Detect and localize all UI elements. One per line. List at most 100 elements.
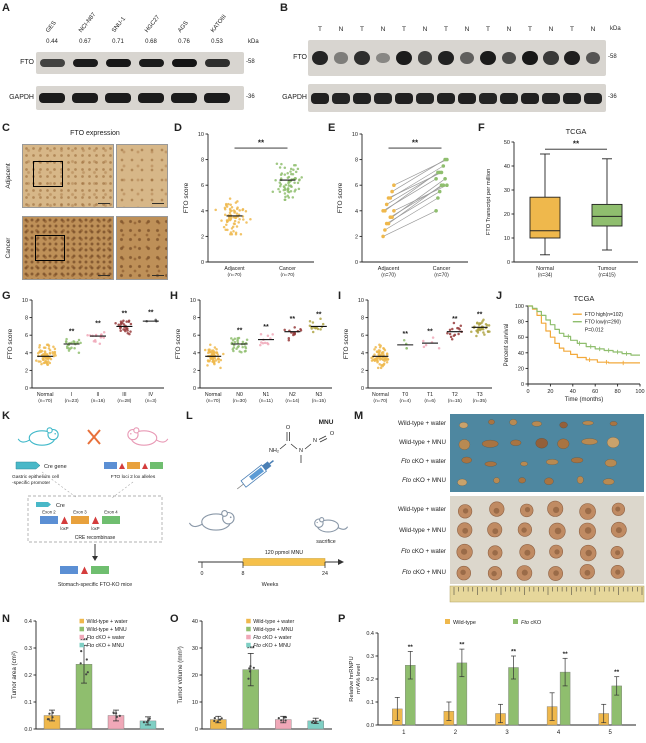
svg-text:NH₂: NH₂ [269, 448, 279, 454]
svg-text:m⁶A% level: m⁶A% level [355, 664, 362, 694]
protein-band [395, 92, 413, 104]
svg-text:Stomach-specific FTO-KO mice: Stomach-specific FTO-KO mice [58, 582, 132, 588]
protein-band [396, 50, 412, 66]
svg-text:Normal: Normal [37, 392, 54, 398]
lane-label: HGC27 [144, 14, 162, 34]
svg-text:FTO low(n=290): FTO low(n=290) [585, 320, 622, 326]
svg-text:IV: IV [148, 392, 153, 398]
band-ratio-value: 0.71 [112, 39, 124, 45]
svg-text:Cre gene: Cre gene [44, 464, 67, 470]
scale-bar [98, 274, 110, 276]
panel-h: H 0 2 4 6 8 10 FTO score Normal (n=70) ** N0 (n=30)… [170, 290, 336, 410]
svg-text:Normal: Normal [372, 392, 389, 398]
svg-text:4: 4 [193, 351, 196, 357]
svg-text:(n=70): (n=70) [281, 272, 295, 278]
panel-o: O 0 10 20 30 40 Tumor volume (mm³) *** Wild-typ… [170, 613, 336, 741]
panel-d: D 0 2 4 6 8 10 FTO score Adjacent (n=70) Cancer (n… [174, 122, 324, 288]
protein-band [312, 50, 328, 66]
svg-text:Tumor volume (mm³): Tumor volume (mm³) [177, 646, 184, 704]
svg-text:4: 4 [25, 351, 28, 357]
panel-m: M Wild-type + water Wild-type + MNU Fto cK… [354, 410, 646, 613]
svg-text:N: N [299, 448, 303, 454]
svg-text:Fto cKO + MNU: Fto cKO + MNU [253, 643, 291, 649]
lane-label: N [422, 26, 428, 33]
dot-group [308, 317, 325, 334]
chart-m6a-level: 0.0 0.1 0.2 0.3 0.4 Relative hnRNPU m⁶A% level… [349, 619, 636, 736]
panel-d-label: D [174, 122, 182, 134]
svg-text:loxP: loxP [91, 526, 99, 531]
panel-e-label: E [328, 122, 336, 134]
svg-text:20: 20 [192, 673, 198, 679]
svg-text:***: *** [80, 637, 88, 644]
treatment-group-label: Fto cKO + MNU [402, 477, 446, 484]
svg-text:**: ** [95, 320, 101, 327]
syringe-icon [236, 460, 274, 490]
svg-text:T0: T0 [402, 392, 408, 398]
treatment-group-label: Fto cKO + MNU [402, 569, 446, 576]
svg-text:sacrifice: sacrifice [316, 539, 335, 545]
svg-text:40: 40 [518, 351, 524, 357]
protein-band [416, 92, 434, 104]
protein-band [171, 93, 197, 103]
treatment-group-label: Wild-type + water [398, 420, 446, 427]
dot-group [271, 162, 303, 202]
lane-label: N [548, 26, 554, 33]
svg-text:8: 8 [201, 158, 204, 164]
protein-band [458, 92, 476, 104]
svg-text:(n=415): (n=415) [598, 273, 616, 279]
svg-text:0: 0 [507, 260, 510, 266]
molecular-weight-marker: -36 [608, 94, 617, 100]
lane-label: T [528, 26, 532, 33]
inset-box [35, 235, 65, 261]
lane-label: T [444, 26, 448, 33]
treatment-group-label: Fto cKO + water [401, 548, 446, 555]
svg-text:4: 4 [361, 351, 364, 357]
svg-text:-specific promoter: -specific promoter [12, 480, 51, 486]
protein-band [459, 51, 475, 65]
svg-text:4: 4 [355, 209, 358, 215]
blot-strip-fto [36, 52, 244, 74]
svg-text:loxP: loxP [60, 526, 68, 531]
lane-label: N [590, 26, 596, 33]
svg-text:80: 80 [518, 320, 524, 326]
svg-text:0: 0 [521, 382, 524, 388]
svg-text:**: ** [459, 642, 465, 649]
svg-text:8: 8 [25, 316, 28, 322]
svg-text:Fto cKO + water: Fto cKO + water [253, 635, 292, 641]
svg-text:0.4: 0.4 [366, 631, 374, 637]
svg-text:FTO score: FTO score [343, 328, 350, 359]
mouse-icon [314, 517, 349, 533]
protein-band [138, 93, 164, 103]
protein-band [138, 59, 164, 67]
lane-label: T [486, 26, 490, 33]
lane-label: N [506, 26, 512, 33]
svg-text:(n=70): (n=70) [373, 398, 387, 404]
svg-text:80: 80 [615, 389, 621, 395]
svg-text:***: *** [247, 645, 255, 652]
dot-group [283, 326, 303, 342]
svg-text:50: 50 [504, 140, 510, 146]
svg-text:60: 60 [518, 335, 524, 341]
ihc-title: FTO expression [70, 130, 120, 137]
lane-label: T [360, 26, 364, 33]
svg-text:6: 6 [355, 183, 358, 189]
svg-text:0.0: 0.0 [366, 723, 374, 729]
svg-text:Tumour: Tumour [598, 266, 617, 272]
svg-text:6: 6 [25, 333, 28, 339]
svg-text:8: 8 [361, 316, 364, 322]
protein-band [501, 51, 517, 65]
svg-text:**: ** [563, 651, 569, 658]
svg-text:3: 3 [505, 730, 509, 736]
svg-text:10: 10 [352, 132, 358, 138]
svg-text:20: 20 [547, 389, 553, 395]
svg-text:10: 10 [192, 700, 198, 706]
dot-group [259, 333, 274, 347]
lane-label: T [318, 26, 322, 33]
svg-text:6: 6 [201, 183, 204, 189]
protein-band [542, 92, 560, 104]
svg-text:Wild-type + water: Wild-type + water [87, 619, 128, 625]
svg-text:0: 0 [201, 260, 204, 266]
svg-text:TCGA: TCGA [574, 294, 595, 303]
svg-text:Exon 4: Exon 4 [104, 510, 118, 515]
